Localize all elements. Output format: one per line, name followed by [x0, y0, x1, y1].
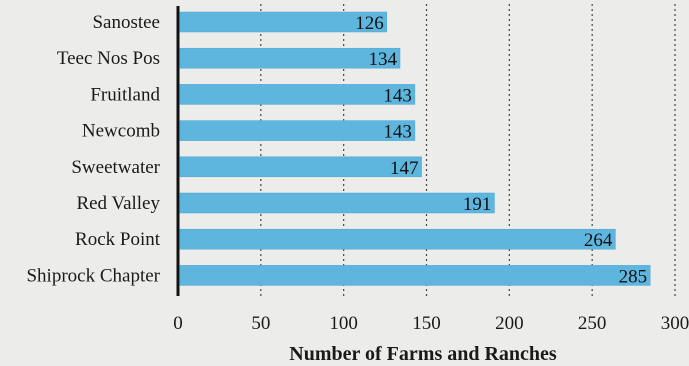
bar-sanostee [179, 11, 387, 33]
category-label: Newcomb [82, 121, 160, 142]
value-label: 264 [584, 230, 613, 251]
x-tick-label-200: 200 [495, 313, 524, 334]
x-tick-label-100: 100 [329, 313, 358, 334]
bar-newcomb [179, 120, 416, 141]
category-label: Red Valley [76, 193, 160, 214]
value-label: 143 [383, 122, 412, 143]
bar-fruitland [179, 84, 416, 105]
bar-red-valley [179, 192, 495, 214]
value-label: 134 [368, 49, 397, 70]
x-tick-labels: 0 50 100 150 200 250 300 [173, 313, 689, 334]
gridlines [260, 4, 676, 296]
x-tick-label-250: 250 [578, 313, 607, 334]
value-labels: 126 134 143 143 147 191 264 285 [355, 13, 647, 287]
value-label: 147 [390, 158, 419, 179]
value-label: 191 [463, 194, 492, 215]
bar-teec-nos-pos [179, 47, 401, 69]
x-tick-label-300: 300 [661, 313, 689, 334]
value-label: 126 [355, 13, 384, 34]
category-label: Rock Point [75, 229, 161, 250]
bar-sweetwater [179, 156, 422, 178]
category-label: Shiprock Chapter [26, 265, 160, 286]
x-tick-label-50: 50 [251, 313, 270, 334]
category-label: Fruitland [90, 84, 160, 105]
bars [179, 11, 651, 286]
category-labels: Sanostee Teec Nos Pos Fruitland Newcomb Swee… [26, 12, 160, 286]
value-label: 143 [383, 85, 412, 106]
category-label: Sweetwater [71, 157, 160, 178]
x-tick-label-0: 0 [173, 313, 183, 334]
value-label: 285 [619, 266, 648, 287]
bar-shiprock-chapter [179, 265, 651, 286]
x-axis-title: Number of Farms and Ranches [289, 343, 557, 365]
category-label: Teec Nos Pos [57, 48, 160, 69]
bar-rock-point [179, 228, 616, 250]
x-tick-label-150: 150 [412, 313, 441, 334]
category-label: Sanostee [92, 12, 160, 33]
